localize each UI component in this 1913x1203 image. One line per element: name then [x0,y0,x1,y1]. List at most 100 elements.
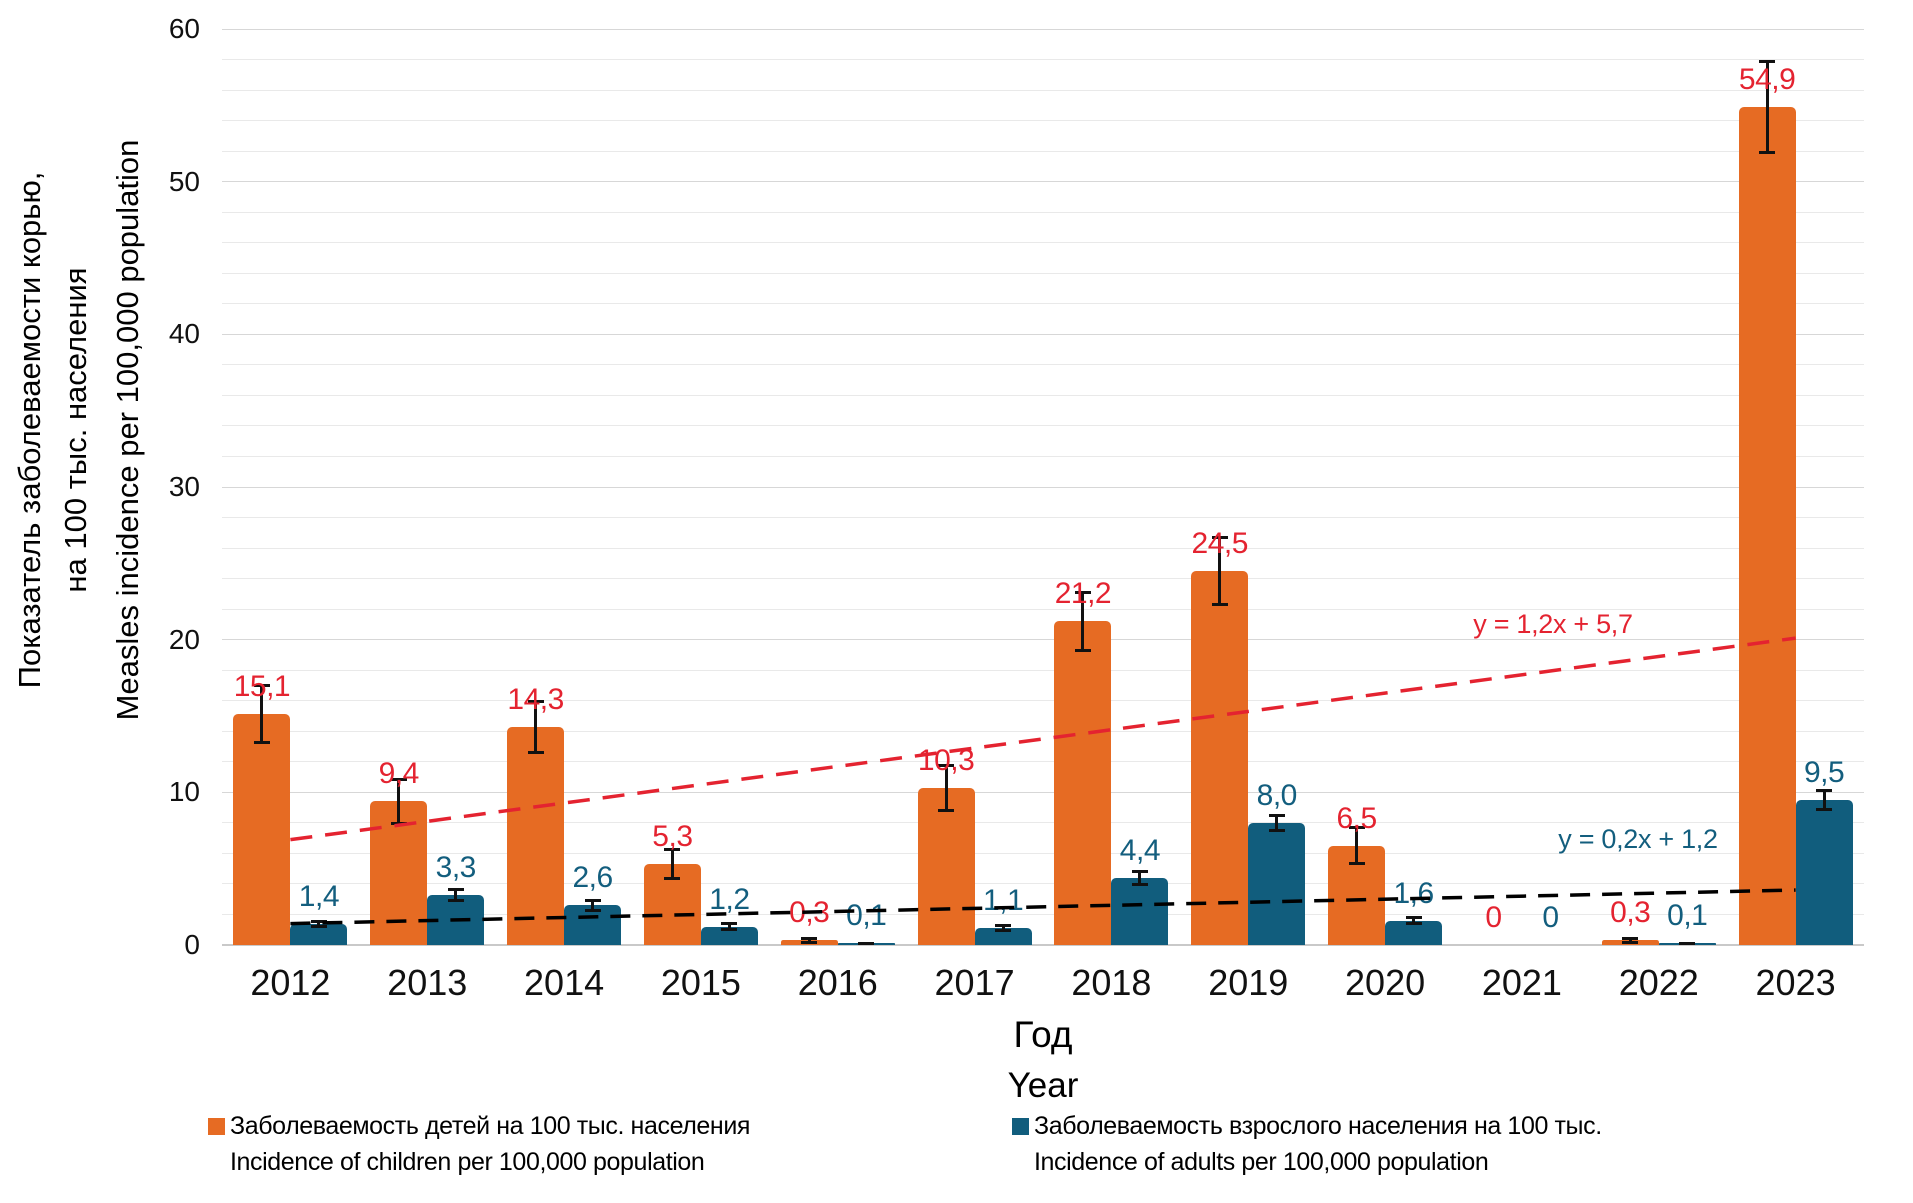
gridline [222,333,1864,335]
data-label-adults-2014: 2,6 [572,861,613,895]
legend-marker-children-icon [208,1117,225,1135]
data-label-adults-2022: 0,1 [1667,899,1708,933]
legend-label-adults-english: Incidence of adults per 100,000 populati… [1034,1148,1489,1176]
error-bar-children-2022 [1628,938,1632,943]
error-bar-cap [584,908,601,912]
error-bar-children-2023 [1765,61,1769,153]
error-bar-cap [527,750,544,754]
error-bar-children-2016 [807,938,811,943]
y-tick-label: 0 [184,929,200,960]
gridline [222,517,1864,519]
y-tick-label: 50 [168,165,200,197]
error-bar-cap [1405,915,1422,919]
gridline [222,303,1864,305]
x-axis-title-russian: Год [1013,1014,1073,1055]
error-bar-cap [447,887,464,891]
data-label-children-2017: 10,3 [917,743,975,777]
gridline [222,761,1864,763]
bar-adults-2017 [974,928,1032,945]
x-tick-label-2023: 2023 [1755,962,1836,1003]
error-bar-cap [1405,922,1422,926]
y-tick-label: 40 [168,318,200,350]
error-bar-cap [1348,862,1365,866]
error-bar-adults-2015 [727,922,731,931]
error-bar-cap [1679,942,1696,946]
legend-item-children: Заболеваемость детей на 100 тыс. населен… [208,1112,750,1176]
error-bar-adults-2017 [1001,925,1005,932]
error-bar-cap [1622,937,1639,941]
legend-label-children-russian: Заболеваемость детей на 100 тыс. населен… [230,1112,751,1140]
x-tick-label-2016: 2016 [797,962,878,1003]
error-bar-children-2018 [1081,591,1085,652]
gridline [222,272,1864,274]
bar-children-2019 [1191,570,1249,945]
error-bar-cap [310,924,327,928]
y-tick-label: 30 [168,471,200,502]
data-label-children-2013: 9,4 [378,757,420,791]
y-tick-label: 10 [168,776,200,808]
error-bar-cap [721,928,738,932]
bar-adults-2015 [700,926,758,945]
data-label-children-2022: 0,3 [1610,896,1651,930]
legend-label-children-english: Incidence of children per 100,000 popula… [230,1148,705,1176]
error-bar-cap [801,940,818,944]
data-label-children-2019: 24,5 [1191,526,1249,560]
plot-area: 15,1 9,4 14,3 5,3 0,3 10,3 21,2 24,5 6,5 0 0,3 54,9… [222,28,1864,946]
error-bar-adults-2018 [1138,870,1142,885]
data-label-children-2021: 0 [1485,901,1502,934]
error-bar-cap [995,929,1012,933]
data-label-children-2020: 6,5 [1336,801,1377,835]
gridline [222,425,1864,427]
error-bar-cap [310,919,327,923]
x-tick-label-2019: 2019 [1208,962,1289,1003]
x-axis-line [222,944,1864,946]
error-bar-cap [801,937,818,941]
error-bar-cap [253,684,270,688]
error-bar-cap [1268,814,1285,818]
gridline [222,211,1864,213]
y-tick-label: 20 [168,623,200,655]
error-bar-children-2015 [670,848,674,880]
gridline [222,791,1864,793]
x-tick-label-2012: 2012 [250,962,331,1003]
x-tick-label-2013: 2013 [387,962,468,1003]
gridline [222,486,1864,488]
data-label-children-2014: 14,3 [507,682,564,716]
error-bar-cap [1074,649,1091,653]
gridline [222,852,1864,854]
legend-label-adults-russian: Заболеваемость взрослого населения на 10… [1034,1112,1602,1140]
data-label-adults-2019: 8,0 [1256,778,1298,812]
error-bar-cap [664,847,681,851]
error-bar-children-2020 [1355,827,1359,865]
error-bar-cap [1074,590,1091,594]
bar-children-2014 [507,726,565,945]
y-axis-title-russian-line1: Показатель заболеваемости корью, [12,171,47,689]
data-label-adults-2016: 0,1 [846,899,887,933]
data-label-children-2018: 21,2 [1054,577,1112,611]
data-label-adults-2015: 1,2 [709,882,750,916]
gridline [222,242,1864,244]
data-label-adults-2018: 4,4 [1119,833,1161,867]
error-bar-cap [1211,536,1228,540]
gridline [222,578,1864,580]
error-bar-cap [1131,882,1148,886]
gridline [222,455,1864,457]
x-tick-label-2014: 2014 [524,962,605,1003]
error-bar-adults-2023 [1822,790,1826,810]
error-bar-cap [1759,60,1776,64]
trendline-equation-adults: y = 0,2x + 1,2 [1558,824,1718,854]
gridline [222,669,1864,671]
legend-marker-adults-icon [1012,1117,1029,1135]
data-label-adults-2017: 1,1 [982,884,1024,918]
x-tick-label-2017: 2017 [934,962,1015,1003]
gridline [222,730,1864,732]
bar-children-2012 [233,714,291,945]
error-bar-children-2019 [1218,537,1222,605]
bar-adults-2019 [1248,822,1306,945]
gridline [222,700,1864,702]
data-label-children-2015: 5,3 [652,820,693,854]
x-tick-label-2020: 2020 [1345,962,1426,1003]
gridline [222,120,1864,122]
gridline [222,150,1864,152]
